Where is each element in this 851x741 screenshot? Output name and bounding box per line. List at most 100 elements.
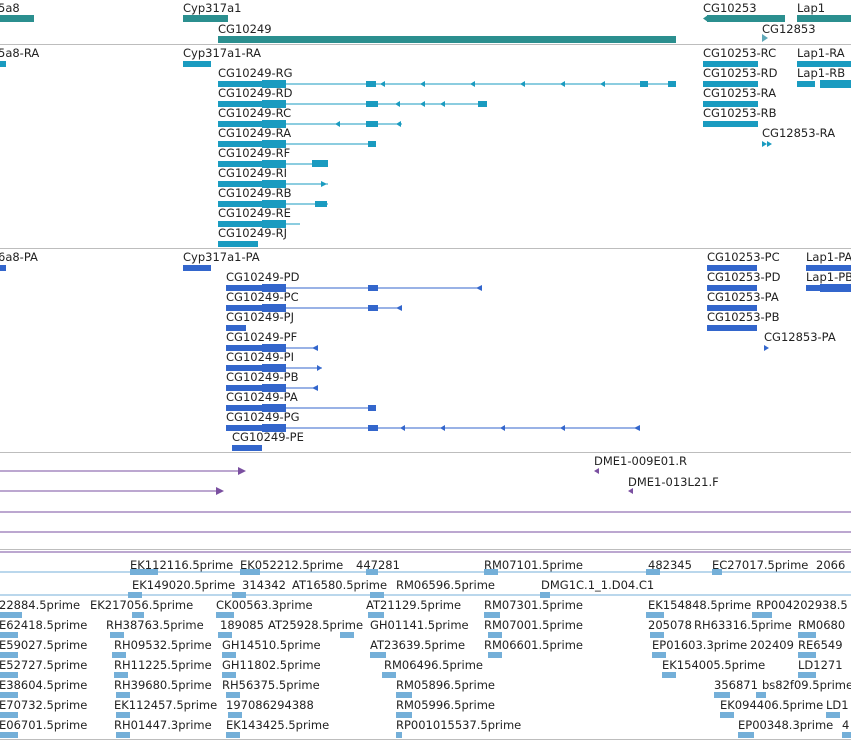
gene-track-features[interactable] [0, 15, 851, 43]
est-label[interactable]: 197086294388 [226, 698, 314, 712]
est-label[interactable]: RM05996.5prime [396, 698, 495, 712]
est-label[interactable]: DMG1C.1_1.D04.C1 [541, 578, 655, 592]
est-label[interactable]: AT21129.5prime [366, 598, 462, 612]
gene-feature[interactable] [218, 36, 676, 43]
est-label[interactable]: 202409 [750, 638, 794, 652]
est-label[interactable]: E52727.5prime [0, 658, 88, 672]
protein-label[interactable]: Lap1-PB [806, 270, 851, 284]
est-label[interactable]: GH14510.5prime [222, 638, 321, 652]
est-label[interactable]: RM07001.5prime [484, 618, 583, 632]
gene-feature[interactable] [0, 15, 34, 22]
est-label[interactable]: 189085 [220, 618, 264, 632]
est-label[interactable]: EK052212.5prime [240, 558, 344, 572]
protein-label[interactable]: 6a8-PA [0, 250, 38, 264]
est-label[interactable]: AT25928.5prime [268, 618, 364, 632]
est-label[interactable]: E38604.5prime [0, 678, 88, 692]
est-label[interactable]: GH11802.5prime [222, 658, 321, 672]
transcript-label[interactable]: CG12853-RA [762, 126, 836, 140]
transcript-label[interactable]: CG10249-RI [218, 166, 288, 180]
transcript-label[interactable]: CG10253-RA [703, 86, 777, 100]
protein-label[interactable]: CG10253-PA [707, 290, 779, 304]
est-label[interactable]: 22884.5prime [0, 598, 81, 612]
protein-label[interactable]: Lap1-PA [806, 250, 851, 264]
est-label[interactable]: RH11225.5prime [114, 658, 212, 672]
est-track-features[interactable] [0, 569, 851, 738]
gene-label[interactable]: CG10249 [218, 22, 272, 36]
est-label[interactable]: 356871 [714, 678, 758, 692]
protein-label[interactable]: CG10253-PC [707, 250, 780, 264]
gene-feature[interactable] [183, 15, 228, 22]
transcript-label[interactable]: Lap1-RB [797, 66, 846, 80]
est-label[interactable]: RH09532.5prime [114, 638, 212, 652]
protein-label[interactable]: CG10253-PD [707, 270, 781, 284]
gene-label[interactable]: Cyp317a1 [183, 1, 242, 15]
clone-label[interactable]: DME1-009E01.R [594, 454, 688, 468]
est-label[interactable]: EK112116.5prime [130, 558, 234, 572]
protein-label[interactable]: CG10249-PD [226, 270, 300, 284]
est-label[interactable]: RH63316.5prime [694, 618, 792, 632]
est-label[interactable]: EK112457.5prime [114, 698, 218, 712]
est-label[interactable]: EK094406.5prime [720, 698, 824, 712]
transcript-label[interactable]: CG10253-RB [703, 106, 777, 120]
est-label[interactable]: EK143425.5prime [226, 718, 330, 732]
gene-label[interactable]: CG10253 [703, 1, 757, 15]
transcript-label[interactable]: CG10249-RF [218, 146, 291, 160]
est-label[interactable]: AT16580.5prime [292, 578, 388, 592]
protein-label[interactable]: Cyp317a1-PA [183, 250, 260, 264]
clone-label[interactable]: DME1-013L21.F [628, 475, 719, 489]
transcript-label[interactable]: CG10249-RJ [218, 226, 288, 240]
est-label[interactable]: RM06596.5prime [396, 578, 495, 592]
est-label[interactable]: RM07101.5prime [484, 558, 583, 572]
est-label[interactable]: 482345 [648, 558, 692, 572]
gene-label[interactable]: 5a8 [0, 1, 20, 15]
est-label[interactable]: RH38763.5prime [106, 618, 204, 632]
transcript-label[interactable]: 5a8-RA [0, 46, 40, 60]
protein-label[interactable]: CG10253-PB [707, 310, 780, 324]
est-label[interactable]: RH01447.3prime [114, 718, 212, 732]
transcript-label[interactable]: CG10253-RD [703, 66, 778, 80]
est-label[interactable]: RM07301.5prime [484, 598, 583, 612]
est-label[interactable]: EK154848.5prime [648, 598, 752, 612]
est-label[interactable]: RP004202938.5 [756, 598, 848, 612]
gene-label[interactable]: CG12853 [762, 22, 816, 36]
transcript-label[interactable]: Cyp317a1-RA [183, 46, 261, 60]
est-label[interactable]: E59027.5prime [0, 638, 88, 652]
est-label[interactable]: E70732.5prime [0, 698, 88, 712]
est-label[interactable]: AT23639.5prime [370, 638, 466, 652]
clone-track-features[interactable] [0, 467, 851, 553]
est-label[interactable]: LD1271 [798, 658, 843, 672]
est-label[interactable]: CK00563.3prime [216, 598, 313, 612]
est-label[interactable]: 2066 [816, 558, 846, 572]
est-label[interactable]: EK154005.5prime [662, 658, 766, 672]
transcript-label[interactable]: CG10249-RE [218, 206, 291, 220]
est-label[interactable]: 314342 [242, 578, 286, 592]
est-label[interactable]: RM06496.5prime [384, 658, 483, 672]
protein-label[interactable]: CG10249-PJ [226, 310, 295, 324]
est-label[interactable]: GH01141.5prime [370, 618, 469, 632]
protein-label[interactable]: CG12853-PA [764, 330, 836, 344]
protein-label[interactable]: CG10249-PE [232, 430, 304, 444]
protein-label[interactable]: CG10249-PF [226, 330, 298, 344]
protein-label[interactable]: CG10249-PB [226, 370, 299, 384]
est-label[interactable]: RM06601.5prime [484, 638, 583, 652]
transcript-label[interactable]: CG10249-RC [218, 106, 292, 120]
est-label[interactable]: RM0680 [798, 618, 846, 632]
protein-label[interactable]: CG10249-PC [226, 290, 299, 304]
est-label[interactable]: RM05896.5prime [396, 678, 495, 692]
protein-label[interactable]: CG10249-PA [226, 390, 298, 404]
est-label[interactable]: EC27017.5prime [712, 558, 809, 572]
transcript-label[interactable]: CG10249-RD [218, 86, 293, 100]
gene-feature[interactable] [797, 15, 851, 22]
est-label[interactable]: bs82f09.5prime [762, 678, 851, 692]
protein-label[interactable]: CG10249-PG [226, 410, 300, 424]
protein-label[interactable]: CG10249-PI [226, 350, 295, 364]
est-label[interactable]: RH56375.5prime [222, 678, 320, 692]
est-label[interactable]: EP01603.3prime [652, 638, 748, 652]
est-label[interactable]: RE6549 [798, 638, 843, 652]
est-label[interactable]: EK149020.5prime [132, 578, 236, 592]
est-label[interactable]: EP00348.3prime [738, 718, 834, 732]
transcript-label[interactable]: Lap1-RA [797, 46, 845, 60]
est-label[interactable]: E06701.5prime [0, 718, 88, 732]
gene-label[interactable]: Lap1 [797, 1, 826, 15]
